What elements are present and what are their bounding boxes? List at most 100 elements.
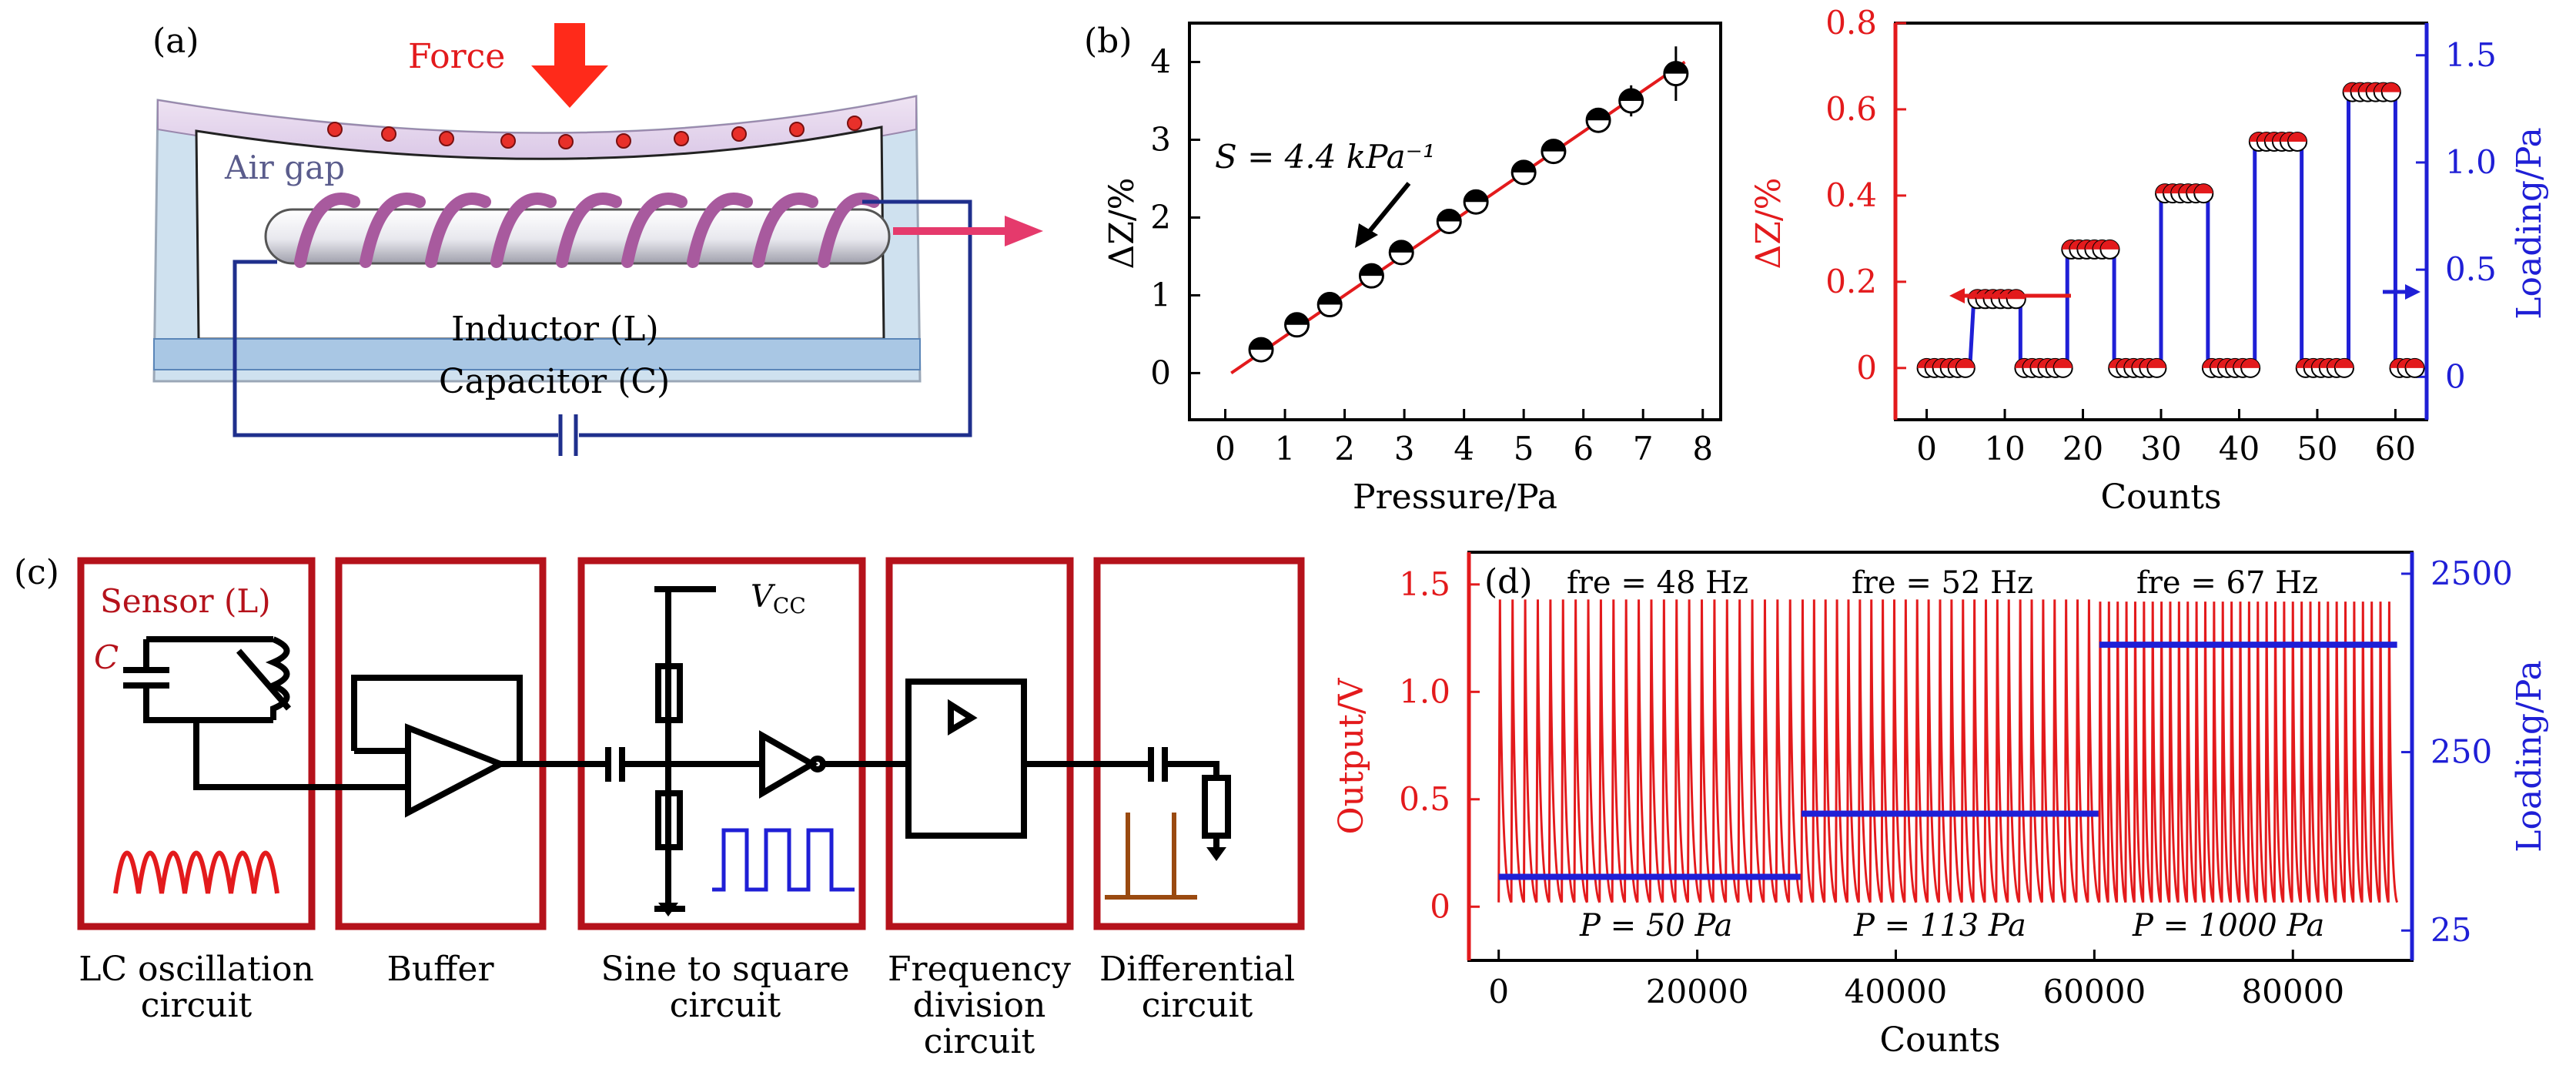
panel-b-step-chart: 0 10 20 30 40 50 60 0 0.2 0.4 0.6 0.8 0 0.5 1.0 1.5 Cou…	[1749, 4, 2549, 517]
data-point-fill	[1512, 160, 1536, 173]
conductive-particles	[327, 116, 862, 149]
right-y-tick-label: 2500	[2430, 555, 2513, 592]
differentiator-schematic	[1148, 747, 1231, 855]
inductor-coil	[294, 193, 880, 268]
y-tick-label: 3	[1150, 120, 1171, 158]
caption-diff-line1: Differential	[1099, 950, 1295, 989]
panel-b-label: (b)	[1084, 22, 1132, 61]
left-y-axis-label: ΔZ/%	[1749, 178, 1788, 270]
pressure-annotation-3: P = 1000 Pa	[2132, 908, 2324, 943]
caption-lc-line1: LC oscillation	[79, 950, 314, 989]
block-frames	[77, 557, 1305, 930]
left-axis-indicator-head	[1949, 288, 1965, 303]
output-arrow	[893, 216, 1043, 246]
y-tick-label: 4	[1150, 42, 1171, 80]
frequency-annotations: fre = 48 Hz fre = 52 Hz fre = 67 Hz	[1567, 565, 2318, 601]
x-tick-label: 5	[1514, 430, 1534, 467]
sensitivity-annotation: S = 4.4 kPa⁻¹	[1215, 138, 1436, 176]
block-lc-oscillator	[77, 557, 316, 930]
y-axis-label: ΔZ/%	[1102, 178, 1142, 270]
y-tick-label: 2	[1150, 198, 1171, 236]
x-tick-label: 60000	[2043, 973, 2146, 1010]
x-tick-label: 1	[1275, 430, 1296, 467]
inductor-label: Inductor (L)	[451, 310, 659, 349]
lc-circuit-wire	[233, 199, 972, 456]
caption-buffer: Buffer	[386, 950, 494, 989]
right-y-tick-label: 250	[2430, 733, 2492, 771]
frequency-divider-schematic	[905, 679, 1151, 839]
x-tick-label: 3	[1394, 430, 1415, 467]
left-y-axis-label: Output/V	[1332, 677, 1371, 834]
sine-to-square-schematic	[605, 586, 908, 912]
freq-annotation-1: fre = 48 Hz	[1567, 565, 1748, 601]
left-y-tick-label: 0.6	[1825, 90, 1877, 128]
left-y-tick-label: 1.5	[1399, 565, 1450, 603]
ground-symbol	[658, 903, 678, 917]
left-y-tick-label: 1.0	[1399, 672, 1450, 710]
x-tick-label: 40	[2219, 430, 2260, 467]
x-axis-label: Counts	[2100, 478, 2221, 517]
y-tick-label: 0	[1150, 354, 1171, 391]
capacitor-symbol-label: C	[94, 638, 119, 676]
caption-freq-line3: circuit	[924, 1022, 1035, 1061]
x-tick-label: 30	[2140, 430, 2181, 467]
output-pulse-train-2	[1800, 599, 2101, 903]
vcc-label: VCC	[751, 579, 806, 618]
block-differential	[1093, 557, 1305, 930]
data-point-fill	[2100, 240, 2119, 250]
data-point-fill	[1318, 293, 1342, 305]
freq-annotation-3: fre = 67 Hz	[2136, 565, 2318, 601]
data-point-fill	[1619, 89, 1643, 101]
force-arrow	[531, 23, 608, 108]
block-buffer	[335, 557, 547, 930]
data-point-fill	[1437, 209, 1461, 222]
panel-d-pulse-chart: 0 20000 40000 60000 80000 0 0.5 1.0 1.5 25 250 2500…	[1332, 551, 2549, 1060]
caption-lc-line2: circuit	[141, 986, 253, 1025]
caption-sine-line2: circuit	[670, 986, 781, 1025]
right-y-tick-label: 25	[2430, 911, 2471, 949]
data-point-fill	[1541, 139, 1565, 152]
block-frequency-division	[885, 557, 1074, 930]
data-point-fill	[2334, 358, 2354, 368]
caption-sine-line1: Sine to square	[601, 950, 849, 989]
right-y-tick-label: 1.0	[2445, 143, 2497, 181]
right-y-tick-label: 0	[2445, 357, 2466, 395]
x-tick-label: 50	[2297, 430, 2337, 467]
x-tick-label: 2	[1334, 430, 1355, 467]
data-point-fill	[2405, 358, 2424, 368]
block-sine-to-square	[577, 557, 866, 930]
data-point-fill	[2381, 82, 2400, 92]
capacitor-label: Capacitor (C)	[439, 362, 670, 401]
x-tick-label: 80000	[2241, 973, 2344, 1010]
x-tick-label: 7	[1633, 430, 1654, 467]
panel-a-label: (a)	[152, 22, 199, 61]
right-axis-indicator-head	[2405, 284, 2420, 300]
data-point-fill	[2147, 358, 2166, 368]
ground-symbol-2	[1206, 847, 1226, 861]
right-y-tick-label: 0.5	[2445, 250, 2497, 288]
data-point-fill	[2053, 358, 2073, 368]
x-tick-label: 4	[1454, 430, 1474, 467]
panel-c-block-diagram: (c) Sensor (L) C	[14, 553, 1305, 1061]
data-point-fill	[1664, 62, 1688, 74]
spike-wave-icon	[1105, 813, 1197, 900]
panel-d-label: (d)	[1484, 562, 1533, 602]
data-point-fill	[1955, 358, 1975, 368]
bottom-substrate	[153, 338, 921, 370]
freq-annotation-2: fre = 52 Hz	[1852, 565, 2033, 601]
chart-b-frame	[1188, 22, 1722, 421]
x-tick-label: 0	[1215, 430, 1236, 467]
pressure-annotations: P = 50 Pa P = 113 Pa P = 1000 Pa	[1579, 908, 2324, 943]
lc-tank-schematic	[123, 636, 408, 790]
x-tick-label: 0	[1916, 430, 1937, 467]
x-tick-label: 40000	[1845, 973, 1948, 1010]
caption-freq-line2: division	[913, 986, 1046, 1025]
data-point-fill	[1390, 240, 1413, 253]
left-y-tick-label: 0.8	[1825, 4, 1877, 42]
x-tick-label: 6	[1573, 430, 1594, 467]
pressure-annotation-2: P = 113 Pa	[1853, 908, 2026, 943]
data-point-fill	[1250, 338, 1273, 350]
left-y-tick-label: 0.5	[1399, 780, 1450, 818]
x-tick-label: 60	[2375, 430, 2416, 467]
